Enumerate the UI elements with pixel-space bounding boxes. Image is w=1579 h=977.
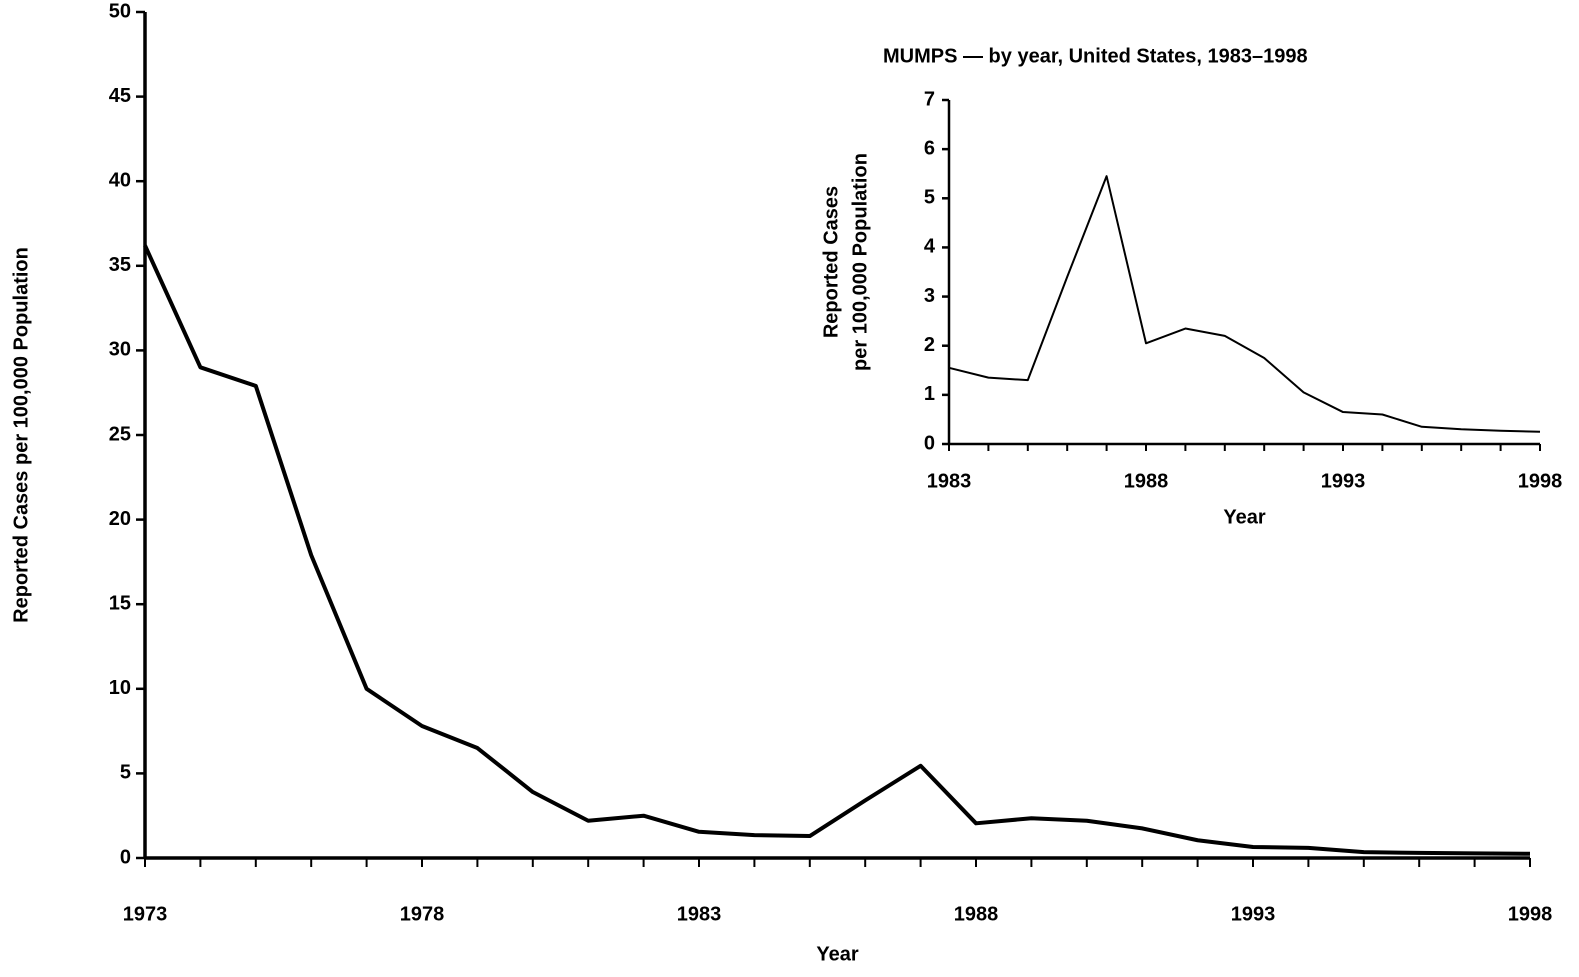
y-tick-label: 15	[109, 592, 131, 614]
y-tick-label: 0	[924, 432, 935, 454]
x-tick-label: 1998	[1518, 470, 1563, 492]
y-tick-label: 5	[924, 187, 935, 209]
y-tick-label: 2	[924, 334, 935, 356]
x-axis-title: Year	[1223, 506, 1265, 528]
y-tick-label: 1	[924, 383, 935, 405]
chart-title: MUMPS — by year, United States, 1983–199…	[883, 45, 1308, 67]
x-tick-label: 1983	[677, 903, 722, 925]
y-tick-label: 25	[109, 423, 131, 445]
y-tick-label: 3	[924, 285, 935, 307]
x-tick-label: 1983	[927, 470, 972, 492]
y-axis-title: Reported Cases per 100,000 Population	[10, 247, 32, 623]
y-tick-label: 35	[109, 254, 131, 276]
x-tick-label: 1978	[400, 903, 445, 925]
x-tick-label: 1998	[1508, 903, 1553, 925]
x-tick-label: 1993	[1231, 903, 1276, 925]
x-tick-label: 1973	[123, 903, 168, 925]
data-line	[143, 244, 1531, 856]
y-axis-title: Reported Cases	[820, 186, 842, 338]
y-tick-label: 50	[109, 0, 131, 22]
x-tick-label: 1993	[1321, 470, 1366, 492]
x-axis-title: Year	[816, 943, 858, 965]
y-tick-label: 6	[924, 137, 935, 159]
y-axis-title: per 100,000 Population	[849, 153, 871, 371]
y-tick-label: 5	[120, 762, 131, 784]
y-tick-label: 10	[109, 677, 131, 699]
y-tick-label: 45	[109, 85, 131, 107]
x-tick-label: 1988	[1124, 470, 1169, 492]
y-tick-label: 30	[109, 339, 131, 361]
x-tick-label: 1988	[954, 903, 999, 925]
y-tick-label: 4	[924, 236, 936, 258]
y-tick-label: 20	[109, 508, 131, 530]
data-line	[948, 175, 1541, 433]
y-tick-label: 0	[120, 846, 131, 868]
y-tick-label: 40	[109, 169, 131, 191]
y-tick-label: 7	[924, 88, 935, 110]
